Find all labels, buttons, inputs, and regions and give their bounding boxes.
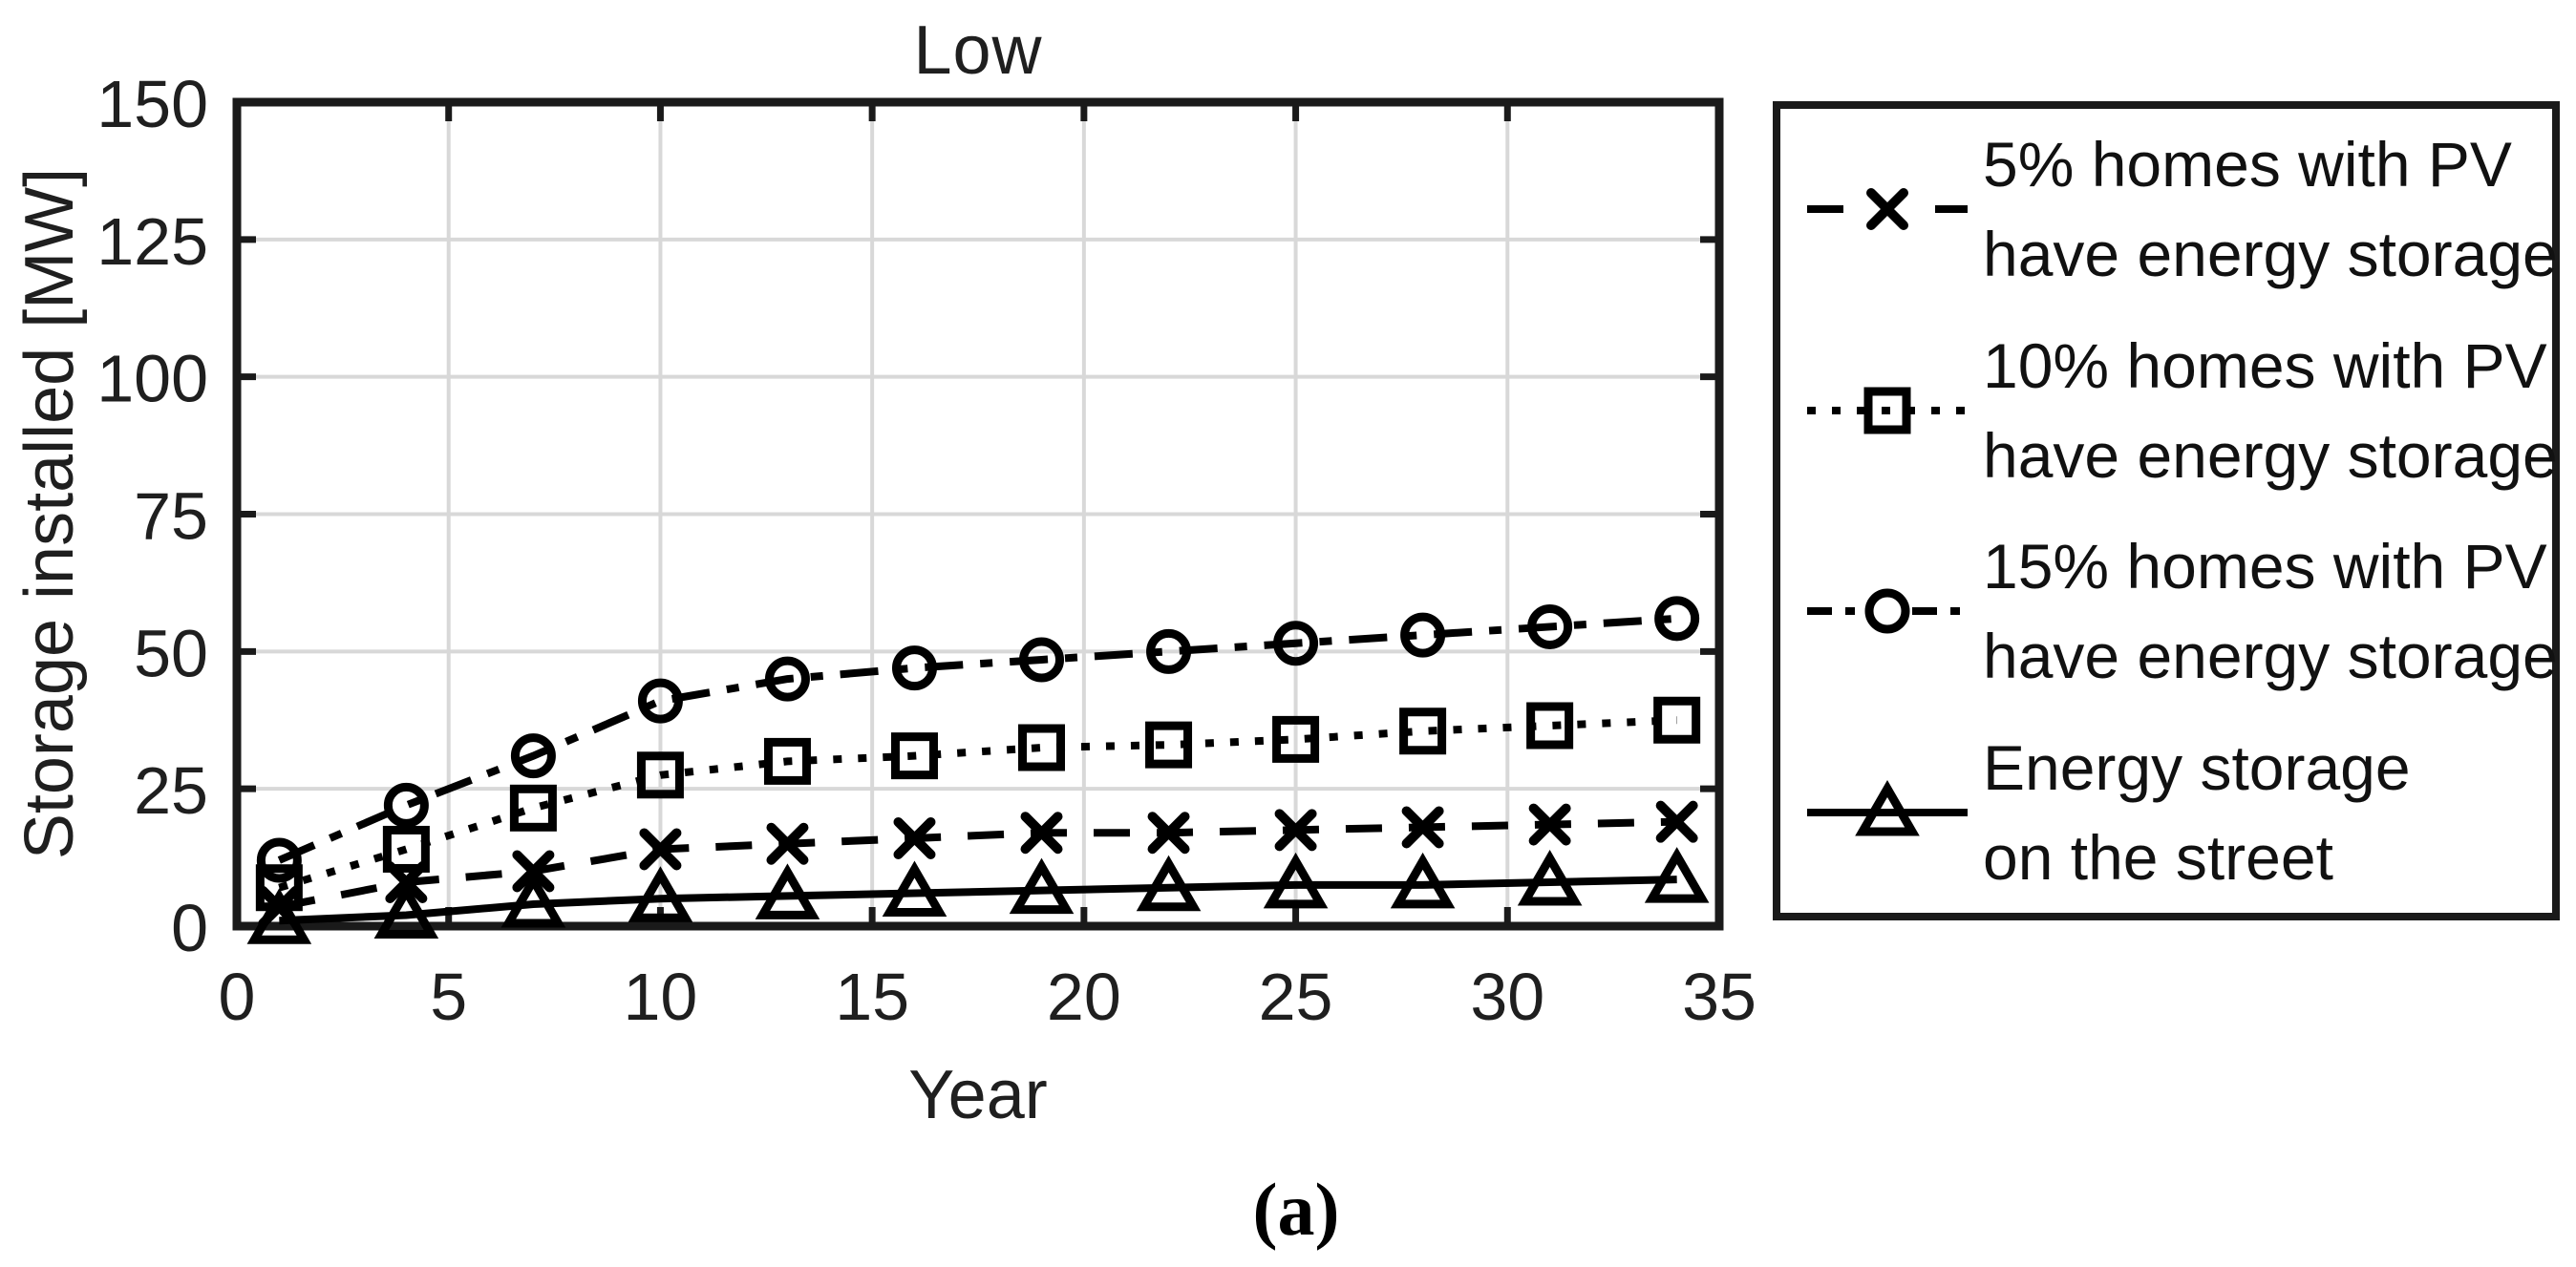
circle-marker-icon bbox=[1273, 621, 1319, 666]
triangle-marker-icon bbox=[755, 863, 820, 919]
x-tick-label: 10 bbox=[623, 960, 697, 1034]
circle-marker-icon bbox=[764, 656, 810, 702]
series-markers-2 bbox=[256, 596, 1700, 883]
legend-label-line: Energy storage bbox=[1983, 731, 2411, 803]
square-marker-icon bbox=[1526, 702, 1574, 750]
y-tick-label: 150 bbox=[96, 67, 208, 141]
circle-marker-icon bbox=[891, 645, 937, 691]
square-marker-icon bbox=[1399, 707, 1447, 755]
square-marker-icon bbox=[1863, 387, 1911, 434]
legend-label-10pct: 10% homes with PV have energy storage bbox=[1983, 321, 2558, 500]
circle-marker-icon bbox=[383, 782, 429, 828]
x-tick-label: 0 bbox=[219, 960, 256, 1034]
y-tick-label: 125 bbox=[96, 204, 208, 279]
legend-label-15pct: 15% homes with PV have energy storage bbox=[1983, 521, 2558, 701]
legend: 5% homes with PV have energy storage 10%… bbox=[1773, 101, 2560, 920]
legend-item-10pct: 10% homes with PV have energy storage bbox=[1780, 310, 2558, 512]
triangle-marker-icon bbox=[373, 882, 439, 939]
circle-marker-icon bbox=[1019, 637, 1065, 683]
x-marker-icon bbox=[1401, 806, 1444, 849]
x-marker-icon bbox=[1655, 800, 1698, 843]
y-tick-label: 0 bbox=[171, 891, 208, 965]
x-marker-icon bbox=[512, 850, 555, 893]
triangle-marker-icon bbox=[1855, 779, 1920, 836]
square-marker-icon bbox=[509, 784, 557, 832]
series-markers-3 bbox=[246, 847, 1710, 944]
square-marker-icon bbox=[763, 737, 811, 785]
x-tick-label: 30 bbox=[1470, 960, 1544, 1034]
y-tick-label: 75 bbox=[134, 479, 208, 554]
triangle-marker-icon bbox=[1517, 849, 1583, 906]
legend-label-5pct: 5% homes with PV have energy storage bbox=[1983, 119, 2558, 299]
legend-label-street-storage: Energy storage on the street bbox=[1983, 723, 2411, 902]
series-line-3 bbox=[279, 876, 1677, 925]
x-marker-icon bbox=[1274, 809, 1317, 852]
y-axis-label: Storage installed [MW] bbox=[11, 167, 88, 860]
x-marker-icon bbox=[766, 822, 809, 865]
x-marker-icon bbox=[1020, 812, 1063, 855]
circle-marker-icon bbox=[1400, 612, 1446, 658]
y-tick-label: 100 bbox=[96, 342, 208, 416]
legend-label-line: 10% homes with PV bbox=[1983, 329, 2547, 401]
series-line-2 bbox=[277, 614, 1677, 864]
circle-marker-icon bbox=[1864, 588, 1910, 634]
triangle-marker-icon bbox=[1009, 857, 1075, 915]
square-marker-icon bbox=[1145, 721, 1193, 769]
legend-label-line: have energy storage bbox=[1983, 621, 2558, 692]
legend-sample-solid-triangle-marker-icon bbox=[1807, 779, 1968, 836]
x-marker-icon bbox=[1147, 812, 1190, 855]
triangle-marker-icon bbox=[882, 860, 947, 917]
legend-label-line: have energy storage bbox=[1983, 219, 2558, 290]
series-line-0 bbox=[278, 817, 1677, 911]
triangle-marker-icon bbox=[1136, 855, 1202, 912]
circle-marker-icon bbox=[1527, 603, 1573, 649]
triangle-marker-icon bbox=[1644, 847, 1710, 903]
legend-label-line: on the street bbox=[1983, 821, 2333, 893]
square-marker-icon bbox=[382, 825, 430, 873]
y-tick-label: 25 bbox=[134, 753, 208, 828]
x-marker-icon bbox=[1866, 188, 1908, 231]
circle-marker-icon bbox=[637, 678, 683, 724]
legend-item-15pct: 15% homes with PV have energy storage bbox=[1780, 511, 2558, 712]
x-tick-label: 25 bbox=[1259, 960, 1333, 1034]
circle-marker-icon bbox=[256, 837, 302, 883]
legend-label-line: have energy storage bbox=[1983, 419, 2558, 491]
triangle-marker-icon bbox=[628, 866, 693, 922]
series-markers-1 bbox=[255, 696, 1701, 912]
legend-item-5pct: 5% homes with PV have energy storage bbox=[1780, 109, 2558, 310]
plot-title: Low bbox=[913, 12, 1043, 89]
legend-sample-dotted-square-marker-icon bbox=[1807, 387, 1968, 434]
figure-caption: (a) bbox=[1252, 1168, 1340, 1251]
y-tick-label: 50 bbox=[134, 616, 208, 690]
x-marker-icon bbox=[1528, 803, 1571, 846]
triangle-marker-icon bbox=[246, 888, 312, 944]
legend-sample-dashdot-circle-marker-icon bbox=[1807, 588, 1968, 634]
triangle-marker-icon bbox=[1390, 852, 1456, 909]
square-marker-icon bbox=[890, 732, 938, 780]
x-tick-label: 20 bbox=[1047, 960, 1121, 1034]
legend-label-line: 5% homes with PV bbox=[1983, 129, 2512, 201]
square-marker-icon bbox=[1272, 715, 1320, 763]
x-tick-label: 5 bbox=[430, 960, 467, 1034]
series-line-1 bbox=[278, 716, 1677, 892]
circle-marker-icon bbox=[1146, 628, 1192, 674]
x-tick-label: 35 bbox=[1682, 960, 1756, 1034]
square-marker-icon bbox=[1018, 724, 1066, 771]
circle-marker-icon bbox=[510, 733, 556, 779]
legend-label-line: 15% homes with PV bbox=[1983, 531, 2547, 602]
x-tick-label: 15 bbox=[835, 960, 909, 1034]
x-marker-icon bbox=[893, 816, 936, 859]
legend-item-street-storage: Energy storage on the street bbox=[1780, 712, 2552, 914]
legend-sample-dashed-x-marker-icon bbox=[1807, 188, 1968, 231]
x-marker-icon bbox=[639, 828, 682, 871]
square-marker-icon bbox=[636, 751, 684, 799]
circle-marker-icon bbox=[1654, 596, 1700, 642]
triangle-marker-icon bbox=[500, 871, 566, 928]
x-axis-label: Year bbox=[908, 1057, 1048, 1133]
triangle-marker-icon bbox=[1263, 852, 1329, 909]
square-marker-icon bbox=[255, 864, 303, 912]
square-marker-icon bbox=[1653, 696, 1701, 744]
